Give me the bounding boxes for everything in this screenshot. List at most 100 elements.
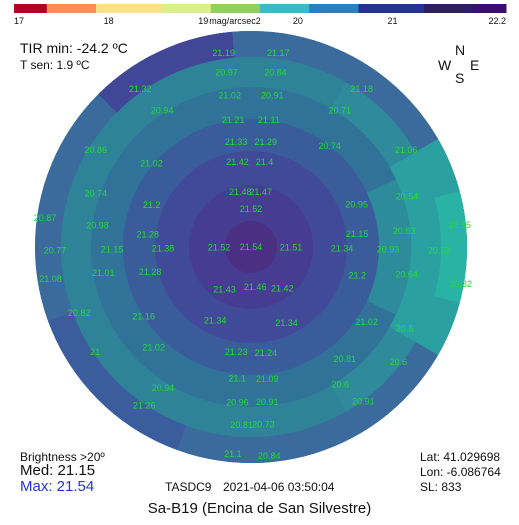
sky-value-label: 20.91 (261, 91, 284, 101)
sky-value-label: 20.96 (226, 397, 249, 407)
sky-value-label: 20.94 (152, 383, 175, 393)
sky-value-label: 20.87 (34, 213, 57, 223)
sky-value-label: 21.51 (280, 243, 303, 253)
colorbar-segment (309, 4, 327, 13)
sky-value-label: 21.18 (350, 84, 373, 94)
colorbar-segment (194, 4, 212, 13)
colorbar-segment (96, 4, 113, 13)
sky-value-label: 21.52 (208, 243, 231, 253)
sky-value-label: 20.84 (264, 68, 287, 78)
colorbar-segment (424, 4, 441, 13)
sky-value-label: 21.46 (244, 282, 267, 292)
compass-west: W (438, 57, 452, 73)
colorbar-segment (243, 4, 261, 13)
compass-south: S (455, 70, 465, 86)
colorbar-segment (112, 4, 130, 13)
sky-value-label: 21.34 (275, 318, 298, 328)
station-level: SL: 833 (420, 480, 462, 494)
sky-value-label: 21.48 (229, 187, 252, 197)
sky-value-label: 20.6 (390, 357, 408, 367)
colorbar-segment (260, 4, 277, 13)
sky-value-label: 21.21 (222, 115, 245, 125)
timestamp: 2021-04-06 03:50:04 (223, 480, 335, 494)
colorbar-segment (325, 4, 343, 13)
sky-value-label: 21.24 (255, 348, 278, 358)
sky-value-label: 20.6 (332, 380, 350, 390)
colorbar-segment (292, 4, 310, 13)
sky-value-label: 20.97 (215, 68, 238, 78)
sky-value-label: 20.74 (319, 141, 342, 151)
max-value: Max: 21.54 (20, 478, 95, 495)
colorbar-segment (358, 4, 376, 13)
brightest-sector-east (434, 191, 467, 303)
sky-value-label: 21.15 (346, 229, 369, 239)
sky-value-label: 20.32 (450, 279, 473, 289)
sky-value-label: 21.26 (133, 400, 156, 410)
sky-value-label: 20.23 (428, 245, 451, 255)
sky-value-label: 21.19 (212, 48, 235, 58)
sky-value-label: 20.5 (396, 324, 414, 334)
colorbar-segment (473, 4, 491, 13)
colorbar-tick-label: 22.2 (488, 16, 506, 26)
sky-value-label: 21.01 (92, 268, 115, 278)
sky-value-label: 20.91 (256, 397, 279, 407)
colorbar-segment (276, 4, 294, 13)
colorbar-unit-label: mag/arcsec2 (209, 16, 261, 26)
sky-value-label: 20.63 (393, 226, 416, 236)
sky-value-label: 21.2 (143, 200, 161, 210)
colorbar-segment (14, 4, 31, 13)
colorbar-segment (46, 4, 64, 13)
sky-value-label: 21.1 (224, 449, 242, 459)
sky-value-label: 21.2 (349, 271, 367, 281)
sky-value-label: 20.81 (334, 354, 357, 364)
sky-value-label: 21.47 (249, 187, 272, 197)
colorbar-segment (178, 4, 195, 13)
device-id: TASDC9 (165, 480, 212, 494)
sky-value-label: 21.02 (142, 343, 165, 353)
sky-value-label: 20.71 (329, 105, 352, 115)
sky-value-label: 21.4 (256, 157, 274, 167)
sky-value-label: 20.98 (86, 220, 109, 230)
sky-value-label: 21.42 (226, 157, 249, 167)
sky-value-label: 21.43 (213, 284, 236, 294)
sky-value-label: 20.84 (258, 451, 281, 461)
sky-value-label: 20.64 (395, 269, 418, 279)
sky-value-label: 21.32 (129, 84, 152, 94)
sky-value-label: 20.54 (396, 191, 419, 201)
sector-southwest (48, 311, 187, 450)
sky-value-label: 20.93 (377, 244, 400, 254)
sky-value-label: 20.74 (85, 189, 108, 199)
sky-value-label: 20.95 (345, 199, 368, 209)
sky-value-label: 21.1 (228, 373, 246, 383)
sky-value-label: 20.77 (44, 245, 67, 255)
median-value: Med: 21.15 (20, 462, 96, 479)
sky-value-label: 20.81 (230, 420, 253, 430)
sky-value-label: 21.23 (225, 347, 248, 357)
sky-value-label: 21.28 (137, 229, 160, 239)
sky-value-label: 21.54 (240, 242, 263, 252)
sky-value-label: 20.55 (449, 220, 472, 230)
sky-value-label: 21.33 (225, 137, 248, 147)
colorbar-segment (374, 4, 392, 13)
sky-value-label: 21 (90, 347, 100, 357)
sky-value-label: 21.15 (101, 244, 124, 254)
sector-east-inner (367, 179, 412, 315)
colorbar-segment (161, 4, 179, 13)
colorbar-segment (489, 4, 507, 13)
sky-value-label: 21.16 (132, 312, 155, 322)
sensor-temperature-label: T sen: 1.9 ºC (20, 58, 90, 72)
colorbar-segment (30, 4, 48, 13)
colorbar-segment (145, 4, 163, 13)
colorbar-segment (63, 4, 81, 13)
dark-sector-north (98, 31, 235, 113)
sky-value-label: 21.02 (218, 91, 241, 101)
sky-value-label: 21.09 (256, 374, 279, 384)
colorbar-segment (128, 4, 146, 13)
sky-value-label: 20.86 (85, 145, 108, 155)
sky-value-label: 21.38 (152, 244, 175, 254)
colorbar-segment (79, 4, 97, 13)
sky-value-label: 21.34 (204, 316, 227, 326)
sky-value-label: 21.34 (331, 244, 354, 254)
zenith-spot (225, 221, 277, 273)
